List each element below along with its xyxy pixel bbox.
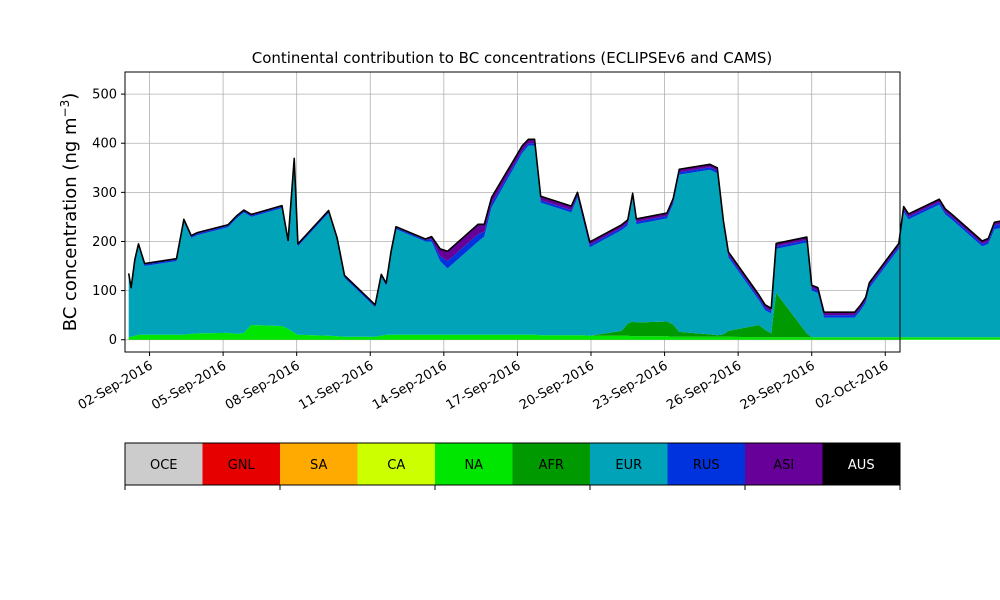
x-tick-label: 14-Sep-2016 xyxy=(370,358,450,413)
legend-label: NA xyxy=(464,458,483,473)
y-tick-label: 300 xyxy=(92,186,117,201)
legend-swatch xyxy=(280,443,358,485)
x-tick-label: 29-Sep-2016 xyxy=(738,358,818,413)
legend-swatch xyxy=(822,443,900,485)
legend-item-gnl: GNL xyxy=(202,443,280,485)
x-tick-label: 26-Sep-2016 xyxy=(664,358,744,413)
legend-swatch xyxy=(435,443,513,485)
legend-label: EUR xyxy=(615,458,642,473)
y-tick-label: 0 xyxy=(109,333,117,348)
legend-label: SA xyxy=(310,458,327,473)
y-axis-label: BC concentration (ng m−3) xyxy=(58,93,81,332)
legend-swatch xyxy=(125,443,203,485)
legend-item-afr: AFR xyxy=(512,443,590,485)
x-tick-label: 23-Sep-2016 xyxy=(591,358,671,413)
legend-item-ca: CA xyxy=(357,443,435,485)
legend-item-sa: SA xyxy=(280,443,358,485)
legend-item-asi: ASI xyxy=(745,443,823,485)
legend-swatch xyxy=(590,443,668,485)
legend-item-aus: AUS xyxy=(822,443,900,485)
y-tick-label: 100 xyxy=(92,284,117,299)
legend-swatch xyxy=(667,443,745,485)
y-axis: 0 100 200 300 400 500 xyxy=(92,88,125,348)
legend-swatch xyxy=(202,443,280,485)
area-eur xyxy=(128,145,1000,338)
legend-label: OCE xyxy=(150,458,178,473)
legend-label: GNL xyxy=(228,458,256,473)
y-axis-label-superscript: −3 xyxy=(58,100,72,118)
x-tick-label: 05-Sep-2016 xyxy=(149,358,229,413)
x-tick-label: 20-Sep-2016 xyxy=(517,358,597,413)
legend-item-oce: OCE xyxy=(125,443,203,485)
y-tick-label: 400 xyxy=(92,137,117,152)
x-tick-label: 02-Sep-2016 xyxy=(76,358,156,413)
legend-swatch xyxy=(512,443,590,485)
legend-item-rus: RUS xyxy=(667,443,745,485)
chart-title: Continental contribution to BC concentra… xyxy=(252,49,773,67)
legend-colorbar: OCE GNL SA CA NA AFR EUR RUS ASI AUS xyxy=(124,442,901,490)
legend-item-eur: EUR xyxy=(590,443,668,485)
x-axis: 02-Sep-201605-Sep-201608-Sep-201611-Sep-… xyxy=(76,352,891,413)
stacked-areas xyxy=(127,138,1000,340)
x-tick-label: 11-Sep-2016 xyxy=(296,358,376,413)
x-tick-label: 02-Oct-2016 xyxy=(813,358,891,412)
x-tick-label: 08-Sep-2016 xyxy=(223,358,303,413)
plot-frame xyxy=(124,71,901,353)
legend-label: AFR xyxy=(539,458,564,473)
area-afr xyxy=(128,293,1000,338)
legend-swatch xyxy=(745,443,823,485)
y-axis-label-close: ) xyxy=(60,93,81,100)
x-tick-label: 17-Sep-2016 xyxy=(444,358,524,413)
legend-frame xyxy=(124,442,901,486)
y-tick-label: 500 xyxy=(92,88,117,103)
y-axis-label-text: BC concentration (ng m xyxy=(60,117,81,331)
legend-label: CA xyxy=(387,458,405,473)
legend-item-na: NA xyxy=(435,443,513,485)
legend-label: AUS xyxy=(848,458,875,473)
y-tick-label: 200 xyxy=(92,235,117,250)
legend-label: ASI xyxy=(773,458,794,473)
legend-swatch xyxy=(357,443,435,485)
legend-label: RUS xyxy=(693,458,720,473)
total-line xyxy=(127,138,1000,314)
area-na xyxy=(128,324,1000,340)
